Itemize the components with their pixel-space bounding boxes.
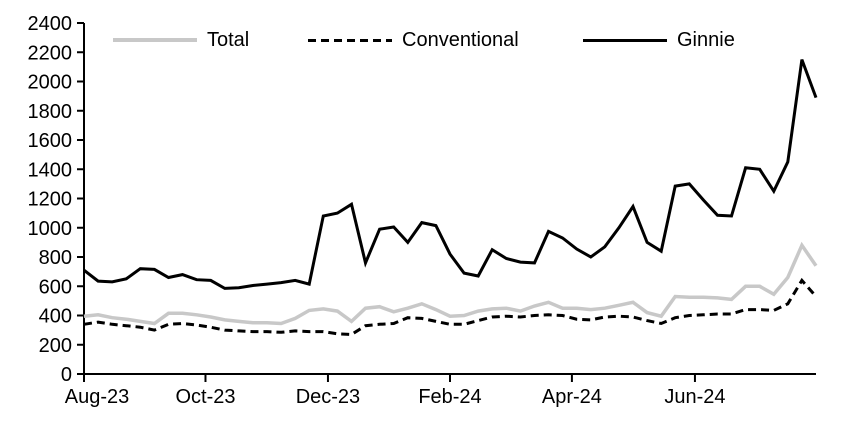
y-axis-tick-label: 2400 [28, 13, 73, 35]
legend-item-conventional: Conventional [308, 28, 519, 52]
y-axis-tick-label: 1600 [28, 130, 73, 152]
x-axis-tick-label: Oct-23 [175, 386, 235, 408]
series-line-ginnie [83, 59, 818, 290]
x-axis-tick-label: Aug-23 [65, 386, 130, 408]
y-axis-tick-label: 400 [39, 306, 72, 328]
legend-swatch-total [113, 38, 197, 42]
series-line-conventional [83, 277, 818, 337]
legend-swatch-ginnie [583, 38, 667, 42]
x-axis-tick-label: Apr-24 [542, 386, 602, 408]
legend-label-total: Total [207, 28, 250, 51]
y-axis-tick-label: 1200 [28, 189, 73, 211]
series-line-total [83, 241, 818, 326]
y-axis-tick-label: 2200 [28, 42, 73, 64]
y-axis-tick-label: 1800 [28, 101, 73, 123]
legend-item-ginnie: Ginnie [583, 28, 735, 52]
x-axis-tick-label: Jun-24 [664, 386, 725, 408]
legend-label-conventional: Conventional [402, 28, 519, 51]
y-axis-tick-label: 600 [39, 276, 72, 298]
legend-swatch-conventional [308, 38, 392, 42]
y-axis-tick-label: 1000 [28, 218, 73, 240]
y-axis-tick-label: 2000 [28, 72, 73, 94]
y-axis-tick-label: 200 [39, 335, 72, 357]
x-axis-tick-label: Feb-24 [418, 386, 481, 408]
legend: Total Conventional Ginnie [0, 28, 852, 52]
y-axis-tick-label: 0 [61, 364, 72, 386]
y-axis-tick-label: 1400 [28, 159, 73, 181]
legend-item-total: Total [113, 28, 249, 52]
legend-label-ginnie: Ginnie [677, 28, 735, 51]
x-axis-tick-label: Dec-23 [296, 386, 360, 408]
y-axis-tick-label: 800 [39, 247, 72, 269]
